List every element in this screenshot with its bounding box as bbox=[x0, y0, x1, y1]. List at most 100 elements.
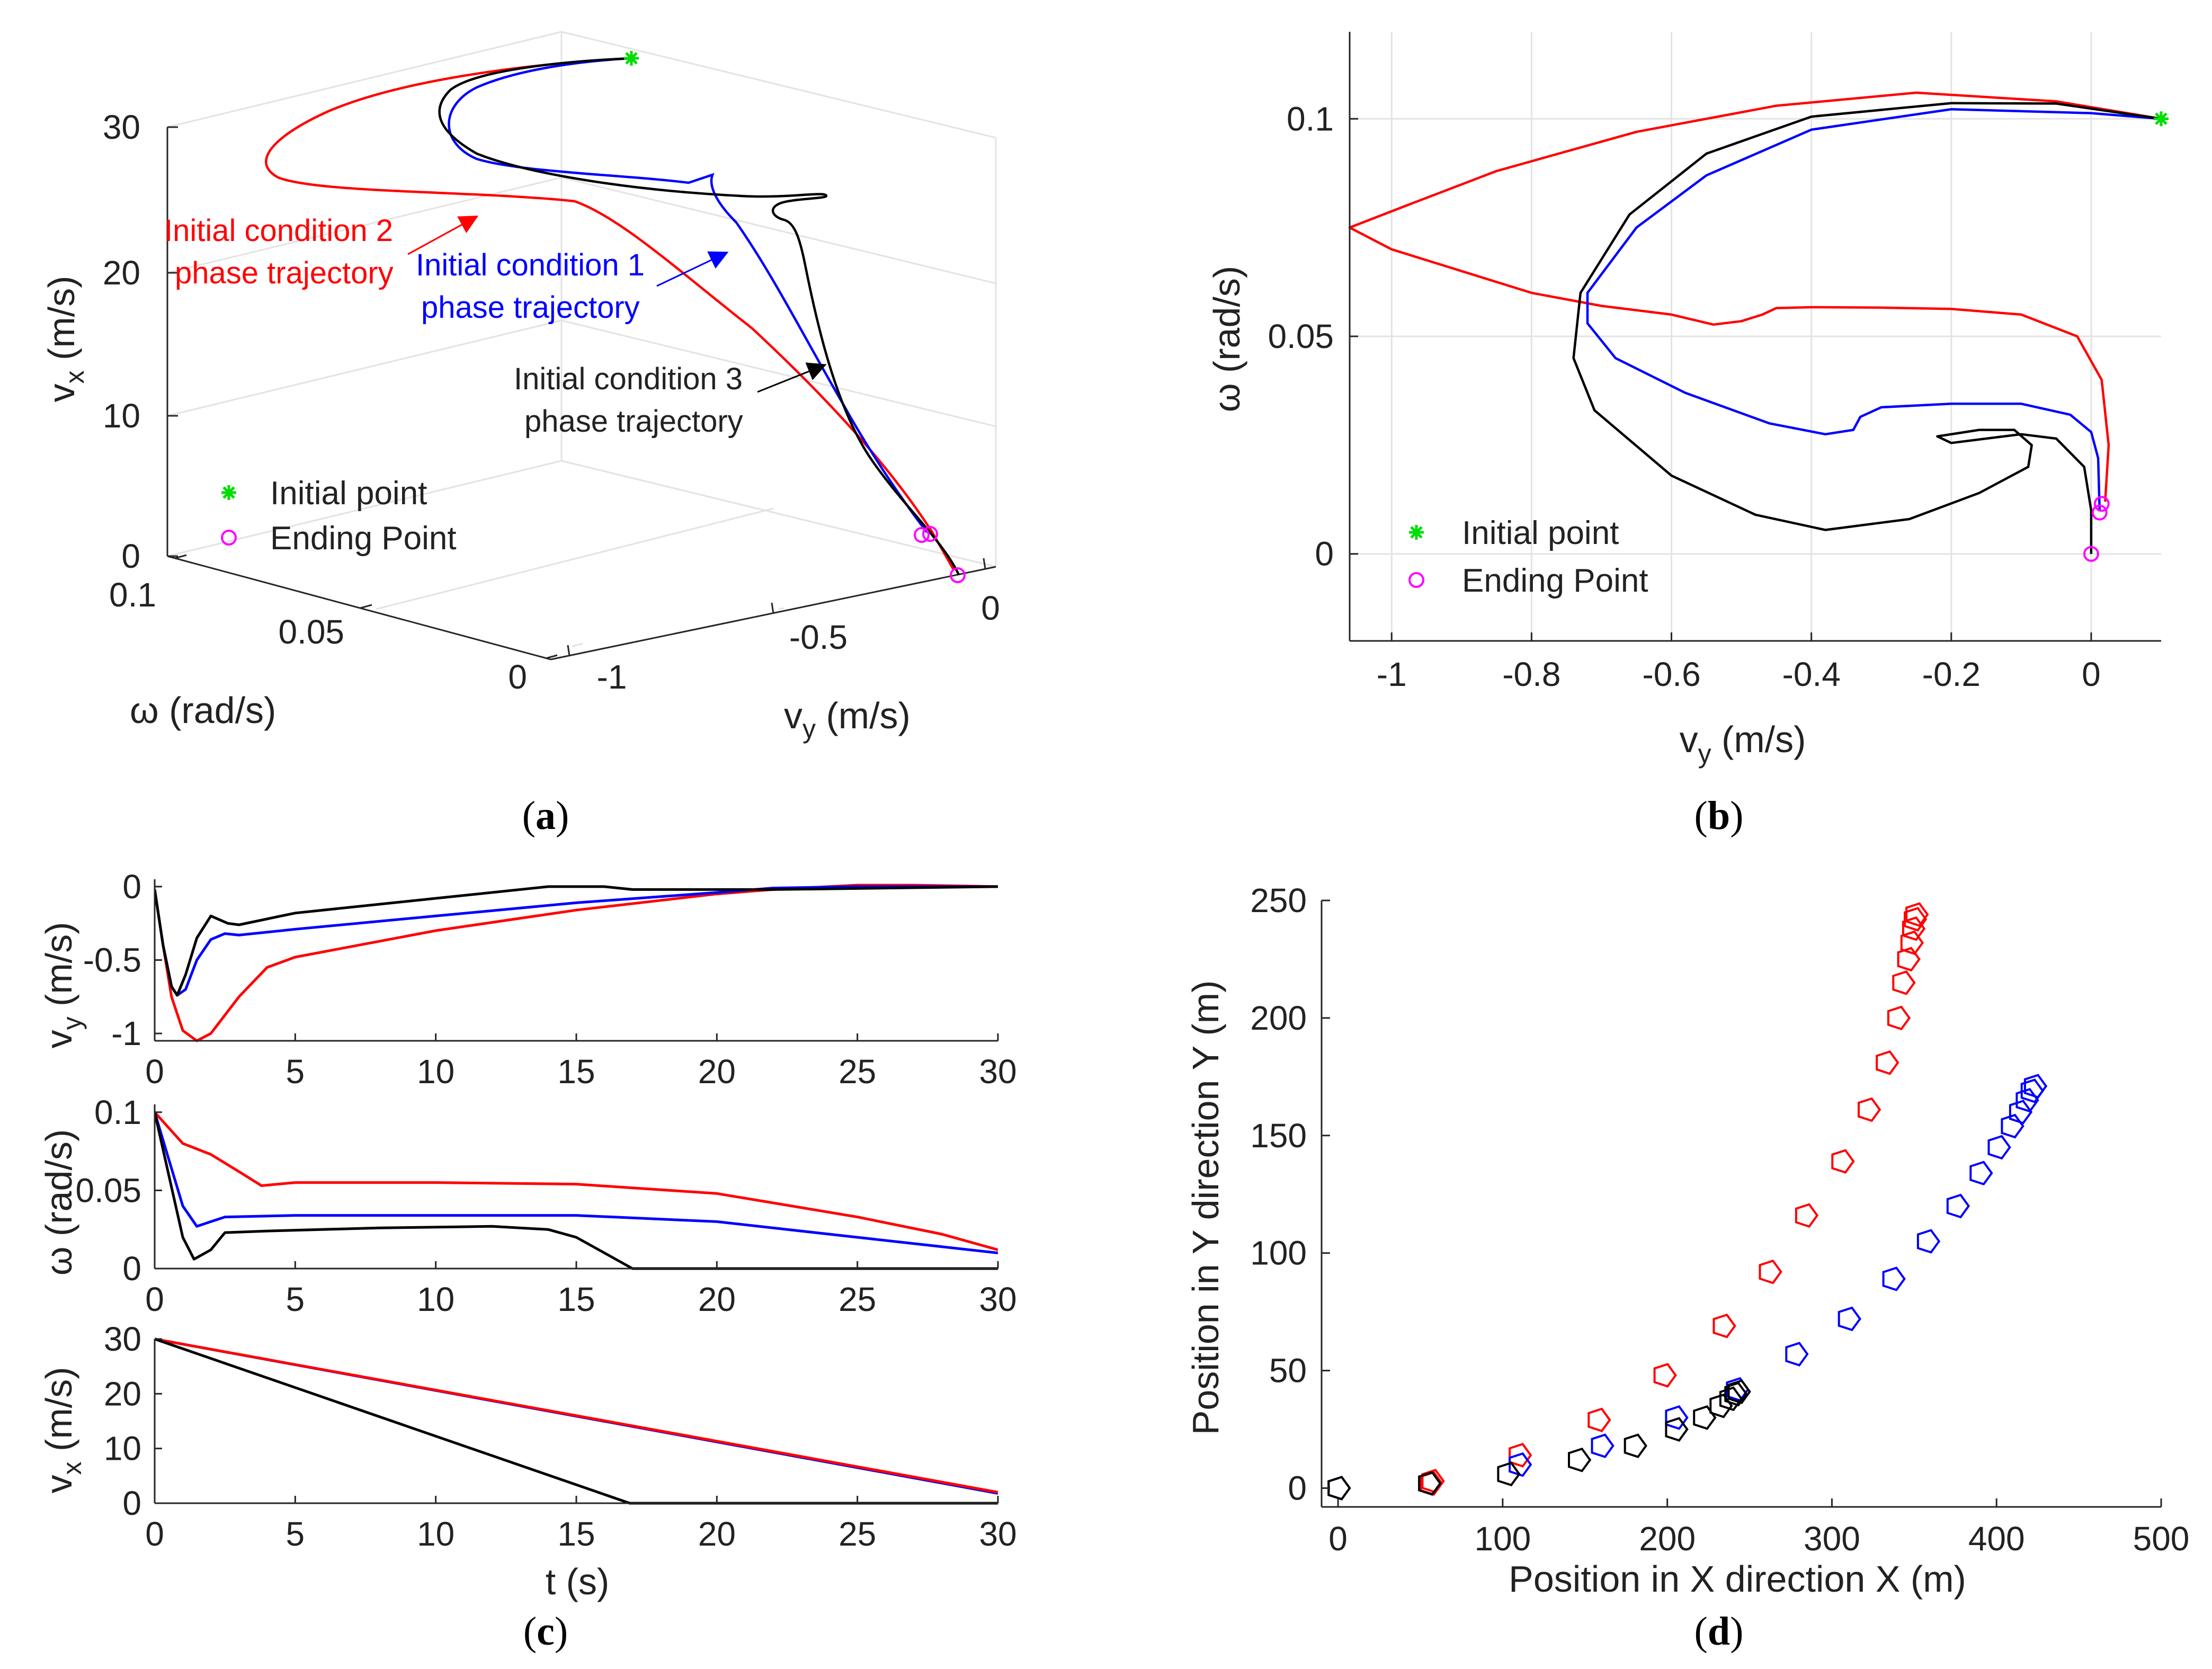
panel-c-omega-y-tick-label-0: 0 bbox=[122, 1249, 141, 1288]
panel-a-annotation-ic2-arrow bbox=[407, 216, 479, 255]
panel-c-vy-x-tick-label-5: 25 bbox=[839, 1052, 876, 1091]
panel-d-series bbox=[1327, 902, 2048, 1501]
panel-d-y-label: Position in Y direction Y (m) bbox=[1185, 980, 1226, 1435]
panel-c-vx-y-tick-label-1: 10 bbox=[104, 1430, 141, 1468]
panel-b-legend: Initial point Ending Point bbox=[1408, 515, 1648, 599]
panel-c-omega-series-ic3 bbox=[155, 1112, 998, 1270]
panel-c-omega-x-tick-label-1: 5 bbox=[286, 1280, 305, 1318]
panel-b-y-label-main: ω bbox=[1206, 383, 1247, 413]
panel-c-omega-x-tick-label-3: 15 bbox=[557, 1280, 595, 1318]
panel-b-y-label: ω (rad/s) bbox=[1206, 266, 1247, 412]
panel-d-ic2-point-10 bbox=[1858, 1097, 1881, 1122]
panel-c-omega-series-ic2 bbox=[155, 1111, 998, 1252]
panel-c-omega-label-main: ω bbox=[38, 1247, 79, 1276]
panel-d-ic2-point-6 bbox=[1712, 1314, 1736, 1338]
panel-c-vx-x-tick-label-0: 0 bbox=[145, 1515, 164, 1553]
panel-b-x-tick-label-4: -0.2 bbox=[1922, 655, 1981, 693]
panel-a-label: (a) bbox=[522, 793, 569, 838]
panel-d-ic1-point-17 bbox=[2023, 1074, 2048, 1099]
panel-a-annotation-ic2-line1: Initial condition 2 bbox=[164, 213, 393, 248]
panel-b-initial-star-stroke-3 bbox=[2155, 112, 2168, 126]
panel-c-vx-x-tick-label-3: 15 bbox=[557, 1515, 595, 1553]
panel-a-annotation-ic2-line2: phase trajectory bbox=[175, 256, 394, 290]
panel-b-x-tick-label-1: -0.8 bbox=[1502, 655, 1560, 693]
panel-d-ic1-point-12 bbox=[1987, 1135, 2011, 1160]
panel-c-vy-x-tick-label-2: 10 bbox=[417, 1052, 454, 1091]
panel-c-omega-x-tick-label-4: 20 bbox=[698, 1280, 736, 1318]
panel-a-vy-tick-minus1: -1 bbox=[597, 658, 627, 696]
panel-d-x-tick-label-2: 200 bbox=[1639, 1520, 1696, 1558]
panel-a-legend-circle-icon bbox=[221, 530, 237, 546]
panel-a-vy-label-unit: (m/s) bbox=[826, 695, 910, 736]
panel-c-vy-x-tick-label-4: 20 bbox=[698, 1052, 736, 1091]
panel-d-ic1-point-11 bbox=[1969, 1161, 1993, 1186]
panel-a-3d-phase-plot: 30 20 10 0 0.1 0.05 0 -1 -0.5 0 vx (m/s)… bbox=[41, 31, 1000, 838]
panel-d-x-tick-label-0: 0 bbox=[1328, 1520, 1348, 1558]
panel-c-vy-label-unit: (m/s) bbox=[38, 922, 79, 1006]
panel-a-legend-star-icon bbox=[221, 485, 236, 500]
panel-c-vx-label: vx (m/s) bbox=[38, 1367, 87, 1494]
panel-b-tick-labels: -1 -0.8 -0.6 -0.4 -0.2 0 0 0.05 0.1 bbox=[1268, 100, 2100, 693]
panel-b-x-label: vy (m/s) bbox=[1680, 719, 1806, 769]
panel-b-legend-ending-point: Ending Point bbox=[1462, 563, 1648, 599]
panel-b-markers bbox=[2083, 111, 2169, 562]
panel-b-legend-circle-icon bbox=[1408, 572, 1424, 588]
panel-d-x-tick-label-4: 400 bbox=[1968, 1520, 2025, 1558]
panel-c-vy-label-sub: y bbox=[57, 1016, 87, 1030]
panel-b-x-tick-label-0: -1 bbox=[1377, 655, 1407, 693]
panel-b-series bbox=[1348, 91, 2162, 554]
panel-c-vy-y-tick-label-1: -0.5 bbox=[83, 941, 141, 979]
panel-c-time-series: 0 5 10 15 20 25 30-1-0.50 0 5 10 15 20 25 3000.050.1… bbox=[38, 868, 1017, 1654]
panel-c-t-label: t (s) bbox=[546, 1561, 610, 1602]
panel-a-vy-tick-0: 0 bbox=[981, 589, 1000, 627]
panel-a-annotation-ic3-line1: Initial condition 3 bbox=[514, 362, 743, 396]
panel-b-x-tick-label-2: -0.6 bbox=[1642, 655, 1700, 693]
panel-b-legend-star-icon bbox=[1409, 525, 1424, 540]
panel-d-y-tick-label-2: 100 bbox=[1250, 1234, 1307, 1272]
panel-c-vy-x-tick-label-1: 5 bbox=[286, 1052, 305, 1091]
panel-c-vx-series-group bbox=[155, 1337, 998, 1505]
panel-c-vx-x-tick-label-6: 30 bbox=[979, 1515, 1016, 1553]
panel-d-ic1-point-2 bbox=[1509, 1452, 1532, 1477]
panel-c-vy-label: vy (m/s) bbox=[38, 922, 87, 1049]
panel-a-vx-label-sub: x bbox=[60, 370, 90, 383]
panel-b-y-tick-label-2: 0.1 bbox=[1287, 100, 1334, 138]
panel-d-ic1-point-9 bbox=[1916, 1229, 1941, 1254]
panel-a-annotation-ic1-arrow bbox=[656, 251, 729, 287]
panel-a-omega-tick-0.05: 0.05 bbox=[278, 613, 344, 651]
panel-d-ic3-point-10 bbox=[1727, 1379, 1751, 1404]
panel-a-grid bbox=[166, 31, 997, 647]
panel-c-vx-label-main: v bbox=[38, 1475, 79, 1493]
panel-c-vy-label-main: v bbox=[38, 1030, 79, 1048]
panel-c-omega-y-tick-label-1: 0.05 bbox=[75, 1171, 141, 1209]
panel-c-vx-y-tick-label-2: 20 bbox=[104, 1375, 141, 1413]
svg-text:vx (m/s): vx (m/s) bbox=[41, 276, 90, 403]
panel-c-omega-series-group bbox=[155, 1111, 998, 1270]
panel-d-ic2-point-4 bbox=[1587, 1407, 1611, 1433]
panel-a-trajectory-ic3 bbox=[438, 57, 960, 575]
panel-a-ending-point-1 bbox=[914, 527, 930, 543]
panel-d-ic2-point-16 bbox=[1902, 916, 1926, 941]
panel-a-vx-tick-20: 20 bbox=[103, 254, 140, 292]
panel-a-omega-label: ω (rad/s) bbox=[130, 690, 276, 731]
panel-d-position-plot: 0 100 200 300 400 500 0 50 100 150 200 250 Position… bbox=[1185, 881, 2189, 1654]
panel-c-vx-y-tick-label-3: 30 bbox=[104, 1320, 141, 1358]
panel-d-y-tick-label-3: 150 bbox=[1250, 1117, 1307, 1155]
panel-d-series-ic3 bbox=[1327, 1379, 1751, 1501]
panel-c-subplot-omega: 0 5 10 15 20 25 30 0 0.05 0.1 bbox=[75, 1093, 1016, 1318]
panel-b-y-tick-label-1: 0.05 bbox=[1268, 317, 1334, 355]
panel-a-legend: Initial point Ending Point bbox=[221, 475, 457, 557]
panel-c-vy-x-tick-label-0: 0 bbox=[145, 1052, 164, 1091]
svg-text:vy (m/s): vy (m/s) bbox=[38, 922, 87, 1049]
panel-c-vy-series-ic1 bbox=[155, 885, 998, 997]
panel-c-omega-x-tick-label-2: 10 bbox=[417, 1280, 454, 1318]
panel-c-omega-x-tick-label-0: 0 bbox=[145, 1280, 164, 1318]
panel-c-omega-y-tick-label-2: 0.1 bbox=[94, 1093, 141, 1131]
panel-d-ic2-point-8 bbox=[1795, 1203, 1819, 1228]
svg-text:vx (m/s): vx (m/s) bbox=[38, 1367, 87, 1494]
panel-a-annotation-ic1-line1: Initial condition 1 bbox=[416, 248, 645, 282]
panel-d-ic3-point-6 bbox=[1693, 1405, 1717, 1430]
panel-b-initial-point-marker bbox=[2154, 111, 2169, 127]
panel-d-ic1-point-4 bbox=[1665, 1405, 1689, 1430]
panel-b-y-label-unit: (rad/s) bbox=[1206, 266, 1247, 373]
